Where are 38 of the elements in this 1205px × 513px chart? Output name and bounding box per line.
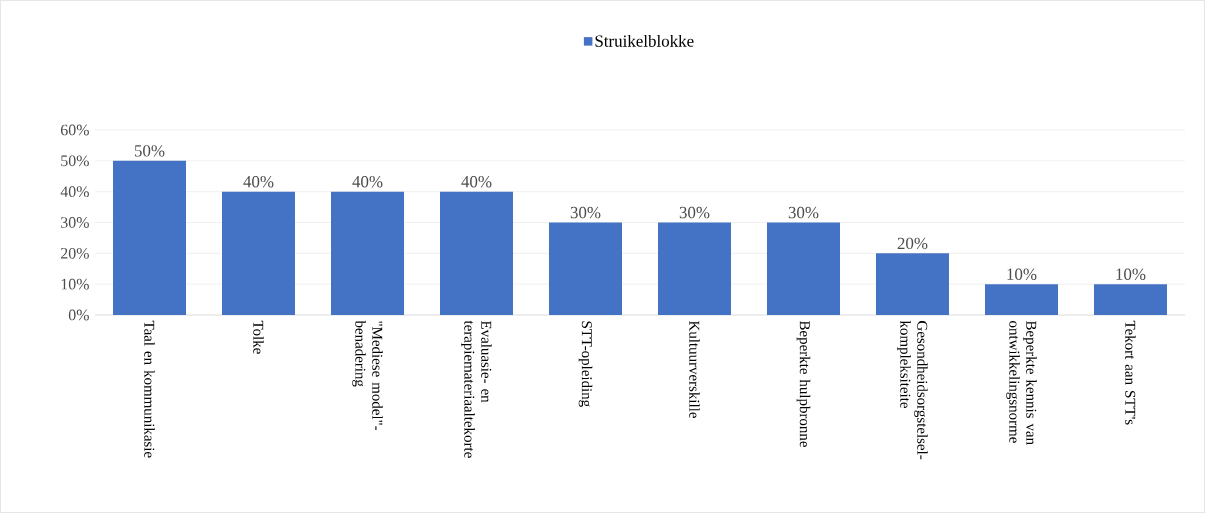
data-label: 40% — [243, 175, 274, 188]
x-tick-label: Evaluasie- en terapiemateriaaltekorte — [461, 320, 492, 458]
x-tick-label: Kultuurverskille — [689, 320, 700, 418]
y-tick-label: 60% — [60, 124, 89, 136]
data-label: 50% — [134, 145, 165, 157]
bar — [222, 191, 295, 315]
x-tick-label: Tolke — [253, 320, 264, 354]
x-tick-label: STT-opleiding — [578, 321, 593, 407]
y-tick-label: 30% — [61, 217, 89, 228]
y-tick-label: 20% — [60, 247, 89, 259]
x-tick-label: "Mediese model"-benadering — [352, 320, 383, 431]
data-label: 30% — [788, 206, 819, 219]
bar — [1093, 284, 1167, 315]
data-label: 10% — [1007, 268, 1037, 280]
data-label: 40% — [352, 175, 383, 188]
x-tick-label: Beperkte hulpbronne — [796, 320, 811, 447]
bar — [766, 222, 840, 315]
x-tick-label: Gesondheidsorgstelsel-kompleksiteite — [897, 320, 928, 460]
data-label: 10% — [1116, 268, 1146, 280]
x-tick-label: Beperkte kennis van ontwikkelingsnorme — [1006, 320, 1037, 445]
x-tick-label: Taal en kommunikasie — [144, 320, 155, 458]
bar — [113, 160, 186, 315]
y-tick-label: 40% — [60, 186, 89, 198]
bar — [984, 284, 1058, 315]
data-label: 20% — [897, 237, 928, 250]
y-tick-label: 10% — [61, 278, 89, 290]
bar — [875, 253, 949, 315]
data-label: 30% — [679, 206, 710, 219]
data-label: 30% — [570, 206, 601, 219]
bar — [657, 222, 731, 315]
y-tick-label: 50% — [61, 155, 89, 167]
legend-label: Struikelblokke — [595, 34, 694, 47]
bar — [439, 191, 513, 315]
bar — [548, 222, 622, 315]
data-label: 40% — [461, 175, 492, 188]
x-tick-label: Tekort aan STT's — [1125, 320, 1136, 425]
bar — [331, 191, 404, 315]
y-tick-label: 0% — [68, 309, 89, 321]
